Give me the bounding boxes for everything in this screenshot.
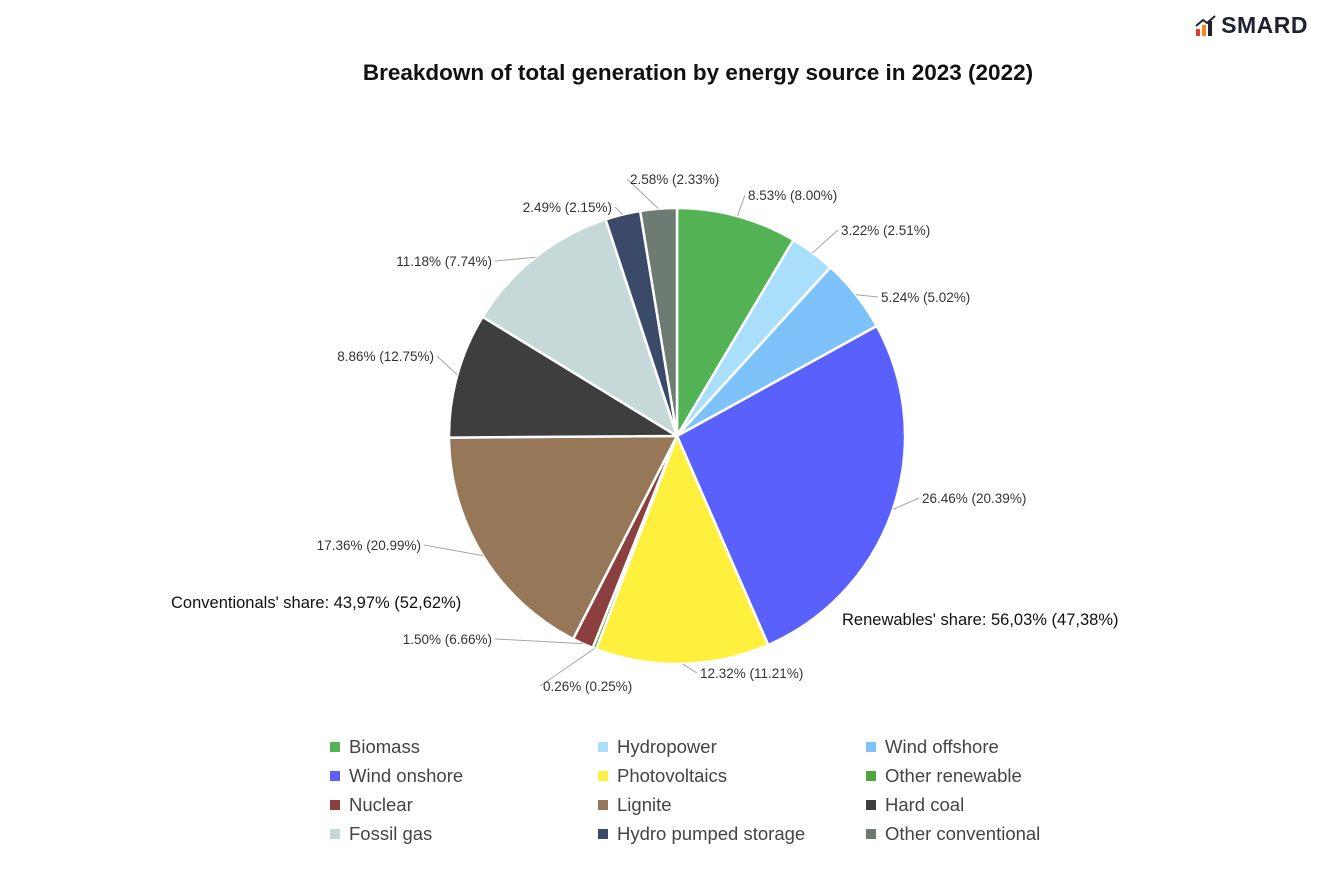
legend-label: Fossil gas [349, 823, 433, 844]
pie-slice-photovoltaics [594, 434, 770, 666]
pie-slice-other-conventional [638, 206, 679, 438]
data-labels: 8.53% (8.00%) 3.22% (2.51%) 5.24% (5.02%) 2… [317, 172, 1027, 694]
legend-label: Nuclear [349, 794, 413, 815]
bar-chart-logo-icon [1195, 14, 1216, 36]
data-label-hard-coal: 8.86% (12.75%) [337, 349, 434, 364]
legend-swatch [598, 829, 608, 839]
legend-item-hard-coal: Hard coal [866, 793, 1090, 817]
legend-item-fossil-gas: Fossil gas [330, 822, 598, 846]
legend-item-other-renewable: Other renewable [866, 764, 1090, 788]
data-label-hydropower: 3.22% (2.51%) [841, 223, 930, 238]
leader-line-hydro-pumped-storage [614, 206, 624, 215]
legend: Biomass Hydropower Wind offshore Wind onsho… [330, 735, 1090, 846]
legend-swatch [866, 771, 876, 781]
legend-label: Photovoltaics [617, 765, 728, 786]
legend-swatch [330, 771, 340, 781]
data-label-wind-onshore: 26.46% (20.39%) [922, 491, 1026, 506]
data-label-lignite: 17.36% (20.99%) [317, 538, 421, 553]
pie-slice-lignite [447, 434, 679, 641]
legend-swatch [330, 829, 340, 839]
legend-item-hydro-pumped-storage: Hydro pumped storage [598, 822, 866, 846]
legend-item-hydropower: Hydropower [598, 735, 866, 759]
data-label-other-renewable: 0.26% (0.25%) [543, 679, 632, 694]
leader-line-other-renewable [539, 648, 595, 687]
smard-logo: SMARD [1195, 12, 1308, 39]
data-label-photovoltaics: 12.32% (11.21%) [700, 666, 803, 681]
leader-line-hard-coal [436, 355, 458, 376]
data-label-other-conventional: 2.58% (2.33%) [630, 172, 719, 187]
legend-item-nuclear: Nuclear [330, 793, 598, 817]
chart-title: Breakdown of total generation by energy … [363, 60, 1033, 85]
leader-line-photovoltaics [682, 663, 698, 674]
legend-label: Biomass [349, 736, 420, 757]
legend-item-other-conventional: Other conventional [866, 822, 1090, 846]
leader-line-lignite [423, 544, 483, 557]
leader-line-other-conventional [626, 178, 659, 210]
pie-slice-fossil-gas [481, 218, 679, 438]
conventionals-share-annotation: Conventionals' share: 43,97% (52,62%) [171, 594, 461, 612]
legend-item-photovoltaics: Photovoltaics [598, 764, 866, 788]
legend-swatch [598, 771, 608, 781]
legend-swatch [598, 800, 608, 810]
data-label-nuclear: 1.50% (6.66%) [403, 632, 492, 647]
pie-slice-biomass [675, 206, 795, 438]
pie-slices [447, 206, 907, 666]
legend-swatch [598, 742, 608, 752]
legend-item-lignite: Lignite [598, 793, 866, 817]
data-label-hydro-pumped-storage: 2.49% (2.15%) [523, 200, 612, 215]
leader-line-hydropower [812, 229, 839, 254]
data-label-fossil-gas: 11.18% (7.74%) [396, 254, 492, 269]
leader-line-wind-offshore [855, 294, 879, 298]
leader-line-biomass [736, 194, 746, 217]
pie-chart: Breakdown of total generation by energy … [171, 60, 1118, 694]
leader-line-nuclear [494, 638, 583, 645]
legend-swatch [330, 742, 340, 752]
legend-label: Wind onshore [349, 765, 464, 786]
legend-label: Hydropower [617, 736, 717, 757]
brand-name: SMARD [1221, 12, 1308, 38]
legend-label: Other renewable [885, 765, 1022, 786]
legend-label: Lignite [617, 794, 672, 815]
legend-label: Other conventional [885, 823, 1041, 844]
legend-label: Hard coal [885, 794, 965, 815]
legend-swatch [866, 742, 876, 752]
leader-line-wind-onshore [892, 497, 920, 510]
legend-swatch [866, 829, 876, 839]
legend-swatch [330, 800, 340, 810]
leader-lines [423, 178, 920, 687]
legend-label: Hydro pumped storage [617, 823, 806, 844]
legend-item-wind-onshore: Wind onshore [330, 764, 598, 788]
legend-label: Wind offshore [885, 736, 999, 757]
pie-slice-hard-coal [447, 315, 679, 439]
data-label-biomass: 8.53% (8.00%) [748, 188, 837, 203]
data-label-wind-offshore: 5.24% (5.02%) [881, 290, 970, 305]
legend-item-wind-offshore: Wind offshore [866, 735, 1090, 759]
renewables-share-annotation: Renewables' share: 56,03% (47,38%) [842, 611, 1118, 629]
legend-swatch [866, 800, 876, 810]
legend-item-biomass: Biomass [330, 735, 598, 759]
leader-line-fossil-gas [494, 256, 536, 262]
